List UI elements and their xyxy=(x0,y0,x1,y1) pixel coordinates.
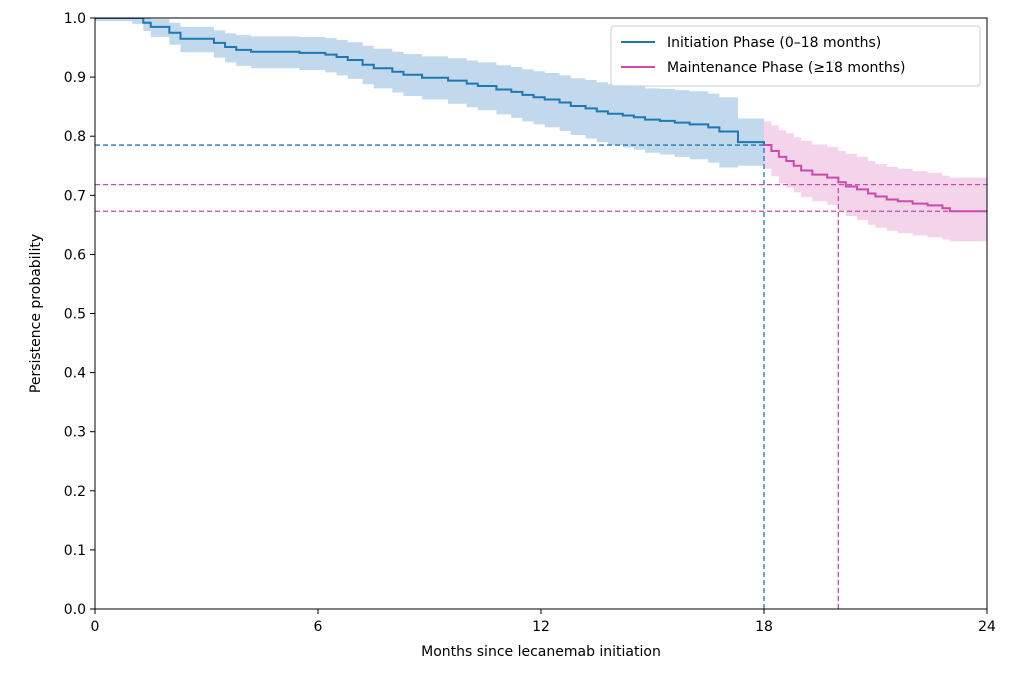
x-tick-label-3: 18 xyxy=(755,619,773,635)
y-tick-label-8: 0.8 xyxy=(64,129,86,145)
legend-label-1: Maintenance Phase (≥18 months) xyxy=(667,60,906,76)
x-axis: 0 6 12 18 24 xyxy=(91,609,996,635)
y-axis: 0.0 0.1 0.2 0.3 0.4 0.5 0.6 0.7 0.8 0.9 1.0 xyxy=(64,11,95,618)
series-1-line xyxy=(764,144,987,213)
x-tick-label-2: 12 xyxy=(532,619,550,635)
y-tick-label-7: 0.7 xyxy=(64,188,86,204)
y-axis-label: Persistence probability xyxy=(28,234,44,393)
legend-box xyxy=(610,25,981,87)
y-tick-label-9: 0.9 xyxy=(64,70,86,86)
y-tick-label-4: 0.4 xyxy=(64,366,86,382)
series-0-line xyxy=(95,18,765,146)
x-tick-label-0: 0 xyxy=(91,619,100,635)
x-tick-label-4: 24 xyxy=(978,619,996,635)
y-tick-label-3: 0.3 xyxy=(64,425,86,441)
x-tick-label-1: 6 xyxy=(314,619,323,635)
y-tick-label-2: 0.2 xyxy=(64,484,86,500)
y-tick-label-0: 0.0 xyxy=(64,602,86,618)
series-lines xyxy=(95,18,987,213)
series-0-confidence-band xyxy=(95,18,764,169)
y-tick-label-5: 0.5 xyxy=(64,307,86,323)
reference-lines xyxy=(95,144,987,609)
legend-label-0: Initiation Phase (0–18 months) xyxy=(667,35,881,51)
x-axis-label: Months since lecanemab initiation xyxy=(421,644,661,660)
y-tick-label-10: 1.0 xyxy=(64,11,86,27)
legend: Initiation Phase (0–18 months) Maintenanc… xyxy=(610,25,981,87)
y-tick-label-6: 0.6 xyxy=(64,247,86,263)
y-tick-label-1: 0.1 xyxy=(64,543,86,559)
